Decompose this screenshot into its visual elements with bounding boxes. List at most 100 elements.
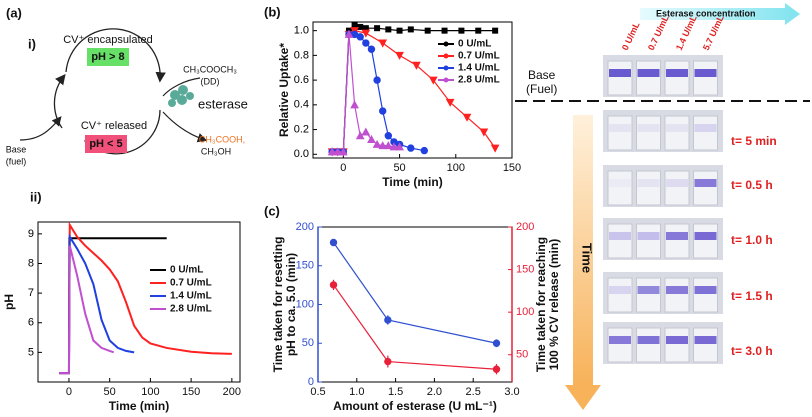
marker bbox=[412, 61, 421, 70]
vial-band bbox=[637, 179, 660, 187]
marker bbox=[458, 27, 465, 34]
y2-axis-label: 100 % CV release (min) bbox=[547, 239, 561, 370]
marker bbox=[462, 113, 472, 122]
plot-frame bbox=[37, 221, 241, 383]
marker bbox=[327, 147, 337, 156]
y-tick-label: 0.6 bbox=[294, 74, 309, 86]
vial-band bbox=[694, 179, 717, 187]
diagram-text: CV⁺ released bbox=[81, 120, 147, 132]
marker bbox=[492, 27, 499, 34]
y-tick-label: 1.0 bbox=[294, 25, 309, 37]
marker bbox=[362, 39, 370, 47]
marker bbox=[384, 357, 392, 366]
legend-label: 2.8 U/mL bbox=[170, 304, 212, 315]
marker bbox=[367, 134, 376, 143]
marker bbox=[378, 141, 388, 150]
panel-label: (c) bbox=[264, 203, 280, 218]
x-tick-label: 50 bbox=[104, 386, 116, 398]
marker bbox=[475, 27, 482, 34]
marker bbox=[344, 29, 354, 38]
legend-marker bbox=[443, 77, 449, 83]
vial bbox=[693, 277, 718, 313]
diagram-text: (fuel) bbox=[6, 156, 27, 166]
photo-text: Base bbox=[528, 68, 556, 82]
x-tick-label: 100 bbox=[141, 386, 159, 398]
marker bbox=[424, 27, 431, 34]
photo-title: Esterase concentration bbox=[656, 8, 756, 18]
substrate-arrow bbox=[162, 77, 201, 97]
x-tick-label: 1.0 bbox=[349, 386, 364, 398]
x-tick-label: 2.5 bbox=[466, 386, 481, 398]
vial-band bbox=[694, 286, 717, 294]
marker bbox=[395, 142, 404, 151]
vial bbox=[636, 60, 661, 96]
marker bbox=[492, 365, 501, 373]
legend-label: 0.7 U/mL bbox=[170, 278, 212, 289]
marker bbox=[384, 132, 393, 140]
x-tick-label: 1.5 bbox=[388, 386, 403, 398]
vial bbox=[664, 115, 690, 151]
time-label: t= 3.0 h bbox=[731, 344, 773, 358]
marker bbox=[492, 339, 501, 347]
vial bbox=[664, 170, 690, 206]
y-tick-label: 0 bbox=[308, 376, 314, 388]
vial-band bbox=[694, 69, 717, 77]
vial bbox=[636, 327, 661, 363]
marker bbox=[490, 144, 500, 153]
legend-label: 0 U/mL bbox=[458, 39, 491, 50]
concentration-arrow bbox=[640, 3, 800, 25]
marker bbox=[361, 29, 371, 38]
vial-band bbox=[637, 232, 660, 240]
vial bbox=[607, 60, 633, 96]
vial bbox=[607, 223, 633, 259]
marker bbox=[420, 146, 429, 155]
vial-band bbox=[666, 124, 688, 132]
y2-axis-label: Time taken for reaching bbox=[534, 237, 548, 372]
marker bbox=[357, 23, 364, 30]
vial-band bbox=[637, 69, 660, 77]
panel-label: i) bbox=[28, 36, 36, 51]
marker bbox=[407, 26, 414, 33]
vial bbox=[636, 115, 661, 151]
vial-band bbox=[694, 336, 717, 344]
marker bbox=[428, 76, 438, 85]
vial bbox=[693, 60, 718, 96]
y-tick-label: 150 bbox=[296, 260, 314, 272]
vial bbox=[607, 170, 633, 206]
vial-band bbox=[609, 232, 631, 240]
y-axis-label: pH to ca. 5.0 (min) bbox=[284, 253, 298, 356]
vial-band bbox=[609, 69, 631, 77]
marker bbox=[367, 45, 376, 53]
diagram-text: esterase bbox=[198, 96, 248, 111]
panel-label: ii) bbox=[30, 189, 42, 204]
series-line bbox=[59, 245, 115, 375]
photo-panel bbox=[515, 3, 810, 410]
legend-marker bbox=[443, 53, 449, 59]
vial bbox=[636, 223, 661, 259]
y2-tick-label: 150 bbox=[516, 263, 534, 275]
vial bbox=[693, 115, 718, 151]
marker bbox=[383, 141, 393, 150]
legend-label: 1.4 U/mL bbox=[458, 63, 500, 74]
photo-text: (Fuel) bbox=[526, 82, 557, 96]
marker bbox=[378, 39, 388, 48]
diagram-text: pH < 5 bbox=[89, 138, 122, 150]
x-axis-label: Amount of esterase (U mL⁻¹) bbox=[333, 399, 497, 413]
x-tick-label: 50 bbox=[393, 162, 405, 174]
vial bbox=[636, 170, 661, 206]
x-tick-label: 0 bbox=[340, 162, 346, 174]
y2-tick-label: 200 bbox=[516, 221, 534, 233]
x-tick-label: 3.0 bbox=[504, 386, 519, 398]
vial-band bbox=[694, 232, 717, 240]
panel-label: (a) bbox=[6, 5, 22, 20]
diagram-text: CH₃COOCH₃ bbox=[183, 64, 237, 74]
marker bbox=[374, 25, 381, 32]
vial bbox=[664, 277, 690, 313]
time-label: t= 0.5 h bbox=[731, 178, 773, 192]
vial bbox=[607, 327, 633, 363]
marker bbox=[395, 51, 404, 60]
x-tick-label: 150 bbox=[503, 162, 521, 174]
marker bbox=[339, 147, 348, 156]
legend-marker bbox=[443, 41, 449, 47]
